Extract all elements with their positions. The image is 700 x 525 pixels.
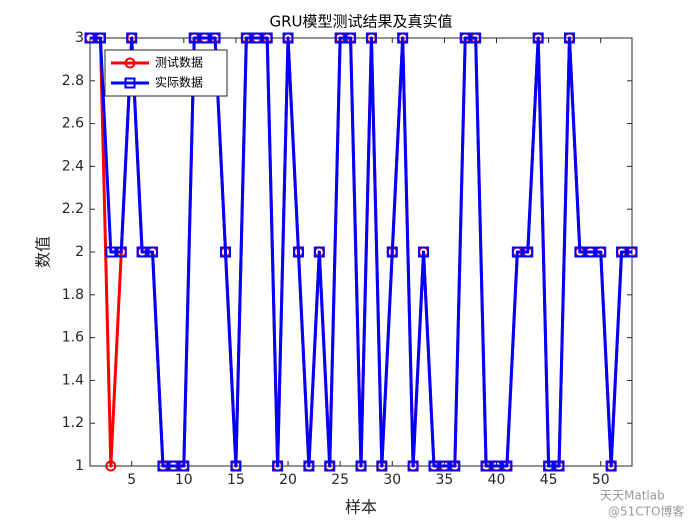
marker [105,246,117,258]
y-tick-label: 2.2 [62,201,84,217]
marker [397,32,409,44]
marker [272,460,284,472]
y-tick-label: 1 [75,458,84,474]
marker [511,246,523,258]
x-axis-label: 样本 [345,498,377,517]
y-tick-label: 2.6 [62,116,84,132]
marker [543,460,555,472]
legend-marker [124,77,136,89]
y-tick-label: 1.2 [62,415,84,431]
plot-area [89,37,633,467]
marker [199,32,211,44]
x-tick-label: 25 [331,472,349,488]
marker [532,32,544,44]
marker [418,246,430,258]
marker [188,32,200,44]
marker [491,460,502,472]
x-tick-label: 10 [175,472,193,488]
marker [261,32,273,44]
x-tick-label: 20 [279,472,297,488]
x-tick-label: 45 [540,472,558,488]
y-tick-label: 1.4 [62,372,84,388]
y-tick-label: 2 [75,244,84,260]
legend-marker [124,57,136,69]
marker [459,32,471,44]
x-tick-label: 40 [488,472,506,488]
marker [282,32,294,44]
x-tick-label: 15 [227,472,245,488]
y-tick-label: 1.8 [62,287,84,303]
marker [220,246,231,258]
marker [251,32,263,44]
y-tick-label: 3 [75,30,84,46]
y-axis-label: 数值 [34,236,53,268]
marker [595,246,607,258]
marker [209,32,221,44]
marker [407,460,419,472]
marker [313,246,325,258]
x-tick-label: 5 [127,472,136,488]
x-tick-label: 35 [435,472,453,488]
marker [292,246,304,258]
marker [157,460,169,472]
marker [563,32,575,44]
legend-label: 测试数据 [155,55,203,70]
marker [553,460,565,472]
chart-title: GRU模型测试结果及真实值 [269,13,452,31]
marker [355,460,367,472]
marker [94,32,106,44]
marker [449,460,461,472]
marker [84,32,96,44]
marker [240,32,252,44]
marker [324,460,336,472]
marker [167,460,179,472]
marker [105,460,117,472]
marker [303,460,315,472]
watermark: 天天Matlab [600,489,665,503]
marker [386,246,398,258]
marker [605,460,617,472]
marker [230,460,242,472]
x-tick-label: 30 [383,472,401,488]
marker [376,460,388,472]
y-tick-label: 1.6 [62,330,84,346]
legend-label: 实际数据 [155,75,203,90]
marker [147,246,159,258]
y-tick-label: 2.4 [62,158,84,174]
marker [626,246,638,258]
marker [584,246,596,258]
marker [438,460,450,472]
marker [574,246,586,258]
marker [616,246,628,258]
y-tick-label: 2.8 [62,73,84,89]
marker [501,460,513,472]
marker [178,460,190,472]
marker [365,32,377,44]
marker [345,32,357,44]
watermark: @51CTO博客 [608,504,684,519]
marker [136,246,148,258]
marker [126,32,138,44]
x-tick-label: 50 [592,472,610,488]
marker [470,32,482,44]
marker [334,32,346,44]
marker [115,246,127,258]
marker [480,460,492,472]
marker [522,246,534,258]
series-line [90,36,632,468]
marker [428,460,440,472]
